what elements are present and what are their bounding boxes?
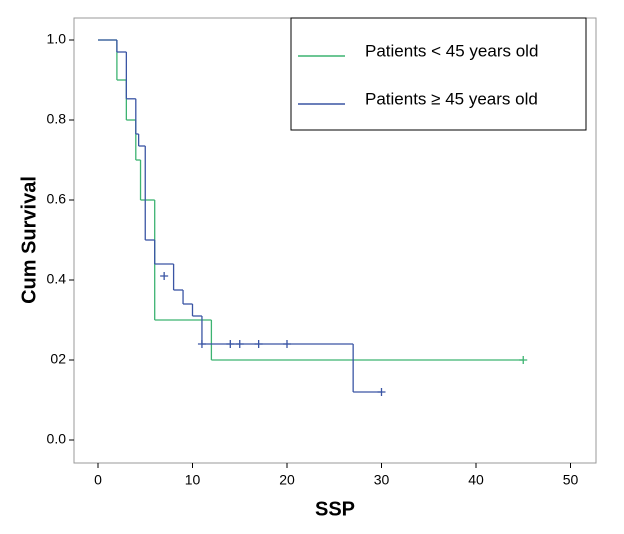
x-tick-label: 0	[94, 472, 102, 488]
x-tick-label: 30	[374, 472, 390, 488]
legend-label: Patients < 45 years old	[365, 41, 538, 60]
censor-mark	[377, 388, 386, 396]
y-tick-label: 0.8	[47, 111, 67, 127]
censor-mark	[254, 340, 263, 348]
x-tick-label: 10	[185, 472, 201, 488]
y-tick-label: 0.6	[47, 191, 67, 207]
y-tick-label: 1.0	[47, 31, 67, 47]
y-axis-title: Cum Survival	[18, 176, 40, 304]
legend-frame	[290, 17, 587, 131]
censor-mark	[197, 340, 206, 348]
y-tick-label: 0.4	[47, 271, 67, 287]
legend-label: Patients ≥ 45 years old	[365, 89, 538, 108]
censor-mark	[235, 340, 244, 348]
y-tick-label: 02	[50, 351, 66, 367]
x-tick-label: 20	[279, 472, 295, 488]
censor-mark	[160, 272, 169, 280]
x-tick-label: 50	[563, 472, 579, 488]
censor-mark	[519, 356, 528, 364]
censor-mark	[226, 340, 235, 348]
y-tick-label: 0.0	[47, 431, 67, 447]
censor-mark	[282, 340, 291, 348]
x-axis-title: SSP	[315, 498, 355, 520]
x-tick-label: 40	[468, 472, 484, 488]
